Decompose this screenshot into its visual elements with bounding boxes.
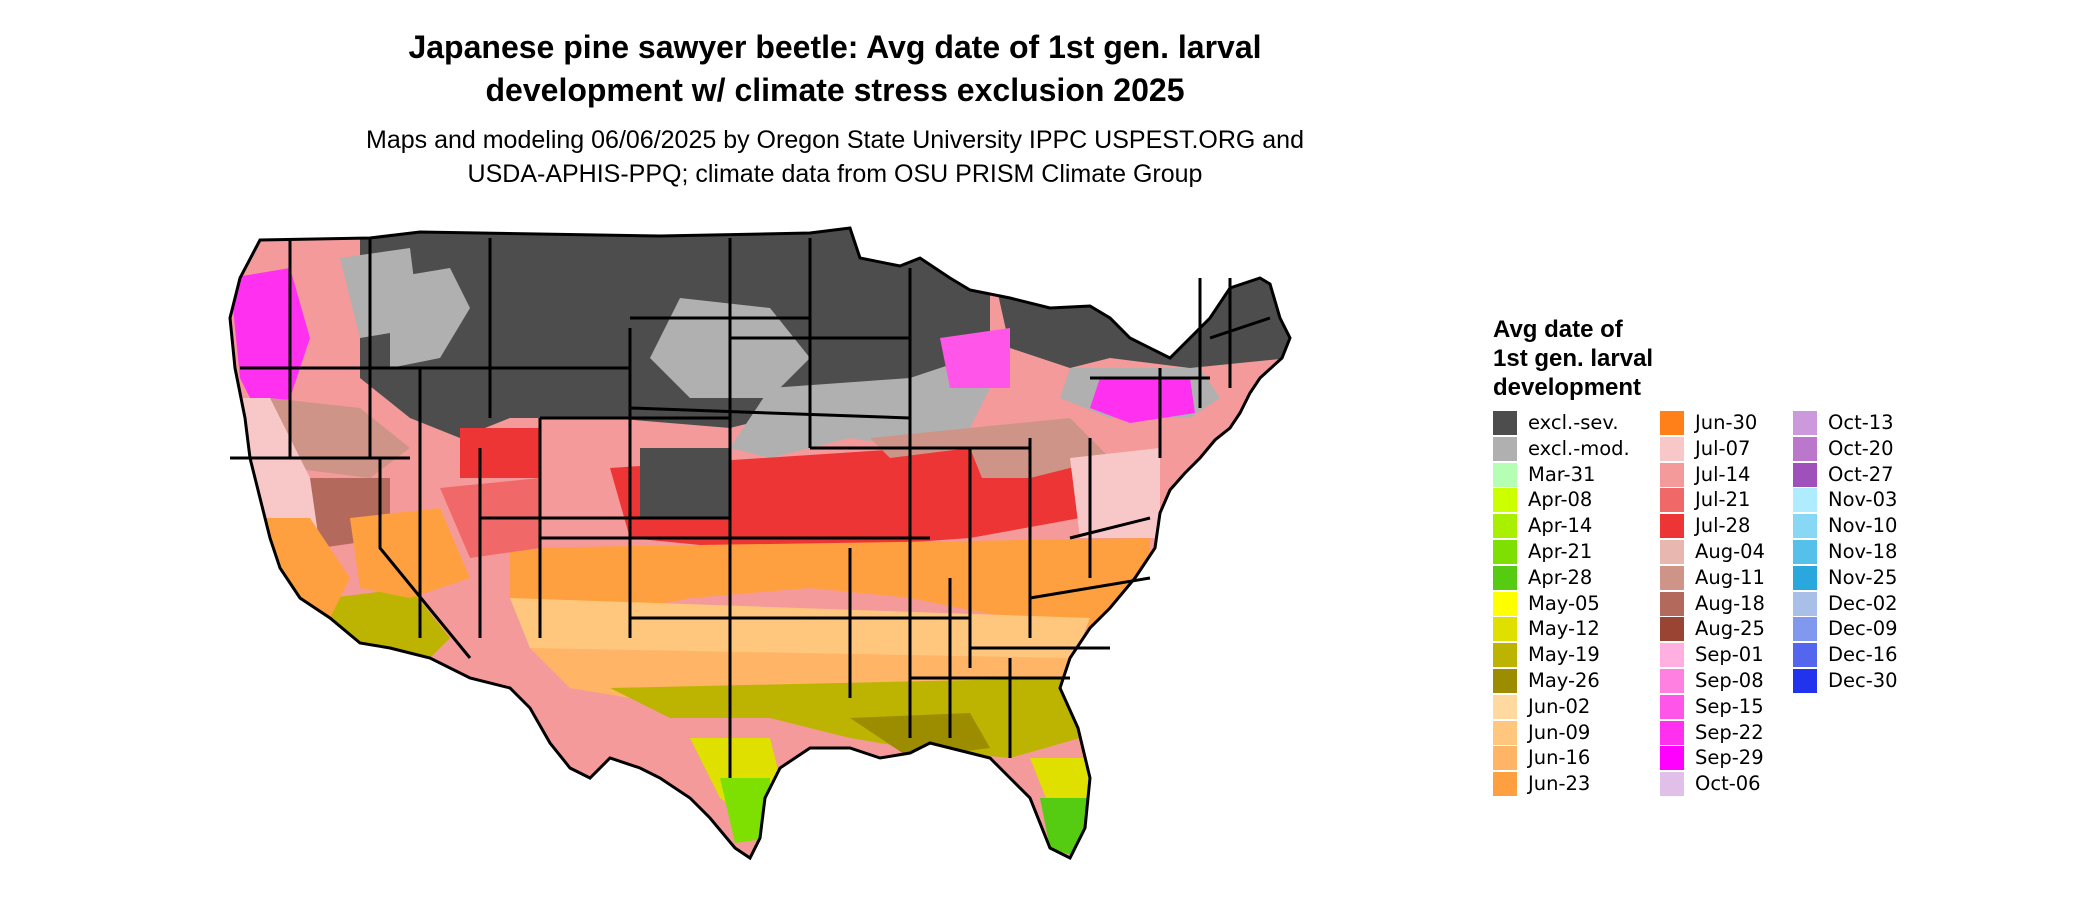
state-borders <box>228 226 1292 860</box>
legend-label: Apr-14 <box>1528 514 1593 538</box>
legend-swatch <box>1660 668 1684 693</box>
legend-swatch <box>1493 514 1517 539</box>
legend-label: Oct-13 <box>1828 411 1894 434</box>
legend-title-line3: development <box>1493 374 1642 401</box>
legend-swatch <box>1493 591 1517 616</box>
legend-label: May-26 <box>1528 668 1600 692</box>
legend-swatch <box>1793 643 1817 668</box>
legend-title: Avg date of 1st gen. larval development <box>1493 315 1713 402</box>
legend-label: Jun-16 <box>1528 746 1591 770</box>
map-subtitle-line2: USDA-APHIS-PPQ; climate data from OSU PR… <box>467 160 1203 188</box>
map-title-line1: Japanese pine sawyer beetle: Avg date of… <box>408 29 1262 65</box>
legend-label: Jun-02 <box>1528 694 1591 718</box>
legend-label: Jul-21 <box>1695 488 1751 512</box>
legend-label: Sep-01 <box>1695 643 1764 667</box>
legend-label: Sep-22 <box>1695 720 1764 744</box>
legend-swatch <box>1793 462 1817 487</box>
legend-label: Apr-08 <box>1528 488 1593 512</box>
legend-title-line2: 1st gen. larval <box>1493 345 1654 372</box>
map-regions <box>230 228 1290 858</box>
legend-label: Oct-27 <box>1828 462 1894 486</box>
legend-label: Sep-15 <box>1695 694 1764 718</box>
legend-label: Apr-28 <box>1528 565 1593 589</box>
legend-swatch <box>1493 411 1517 435</box>
legend-title-line1: Avg date of <box>1493 316 1623 343</box>
map-subtitle: Maps and modeling 06/06/2025 by Oregon S… <box>230 123 1440 191</box>
legend-swatch <box>1493 565 1517 590</box>
map-title: Japanese pine sawyer beetle: Avg date of… <box>230 26 1440 112</box>
legend-label: Dec-09 <box>1828 617 1898 641</box>
legend-label: May-19 <box>1528 643 1600 667</box>
legend-label: Aug-04 <box>1695 539 1765 563</box>
legend-swatch <box>1660 436 1684 461</box>
legend-swatch <box>1493 462 1517 487</box>
legend-label: excl.-sev. <box>1528 411 1619 434</box>
legend-label: Mar-31 <box>1528 462 1596 486</box>
legend-label: Oct-06 <box>1695 772 1761 796</box>
legend-label: Sep-29 <box>1695 746 1764 770</box>
legend-swatch <box>1493 643 1517 668</box>
legend-swatch <box>1660 772 1684 797</box>
legend-swatch <box>1660 746 1684 771</box>
legend-label: Dec-16 <box>1828 643 1898 667</box>
legend-swatch <box>1660 488 1684 513</box>
legend-swatch <box>1793 436 1817 461</box>
legend-swatch <box>1493 668 1517 693</box>
legend-label: Aug-11 <box>1695 565 1765 589</box>
legend-swatch <box>1493 488 1517 513</box>
legend-label: May-05 <box>1528 591 1600 615</box>
legend-swatch <box>1793 411 1817 435</box>
legend-label: Nov-25 <box>1828 565 1898 589</box>
legend-swatch <box>1660 694 1684 719</box>
legend-swatch <box>1793 565 1817 590</box>
legend-label: Jun-09 <box>1528 720 1591 744</box>
legend-label: Nov-10 <box>1828 514 1898 538</box>
legend-label: Jun-23 <box>1528 772 1591 796</box>
legend-label: Nov-03 <box>1828 488 1898 512</box>
legend-label: Sep-08 <box>1695 668 1764 692</box>
legend-swatch <box>1493 720 1517 745</box>
legend-label: Dec-02 <box>1828 591 1898 615</box>
legend-swatch <box>1793 514 1817 539</box>
legend-swatch <box>1493 772 1517 797</box>
legend-label: Jul-14 <box>1695 462 1751 486</box>
legend-swatch <box>1493 617 1517 642</box>
legend-swatch <box>1793 591 1817 616</box>
legend-swatch <box>1493 436 1517 461</box>
legend-swatch <box>1793 668 1817 693</box>
legend-swatch <box>1793 617 1817 642</box>
legend-swatch <box>1493 746 1517 771</box>
legend-swatch <box>1493 539 1517 564</box>
legend-label: May-12 <box>1528 617 1600 641</box>
legend-swatch <box>1660 411 1684 435</box>
legend-label: Aug-18 <box>1695 591 1765 615</box>
legend-swatch <box>1493 694 1517 719</box>
legend-label: Dec-30 <box>1828 668 1898 692</box>
legend-label: Jul-07 <box>1695 436 1751 460</box>
legend-swatch <box>1660 514 1684 539</box>
legend-label: excl.-mod. <box>1528 436 1630 460</box>
legend-label: Jun-30 <box>1695 411 1758 434</box>
legend-label: Apr-21 <box>1528 539 1593 563</box>
legend-swatch <box>1660 591 1684 616</box>
legend-swatch <box>1793 488 1817 513</box>
legend-swatch <box>1660 617 1684 642</box>
map-title-line2: development w/ climate stress exclusion … <box>485 72 1185 108</box>
legend-swatch <box>1660 643 1684 668</box>
legend-swatch <box>1793 539 1817 564</box>
map-subtitle-line1: Maps and modeling 06/06/2025 by Oregon S… <box>366 126 1304 154</box>
legend-swatch <box>1660 539 1684 564</box>
legend-label: Aug-25 <box>1695 617 1765 641</box>
legend-swatch <box>1660 720 1684 745</box>
legend-label: Nov-18 <box>1828 539 1898 563</box>
legend-label: Oct-20 <box>1828 436 1894 460</box>
us-map <box>228 226 1292 860</box>
legend-swatch <box>1660 565 1684 590</box>
legend-label: Jul-28 <box>1695 514 1751 538</box>
legend-swatch <box>1660 462 1684 487</box>
